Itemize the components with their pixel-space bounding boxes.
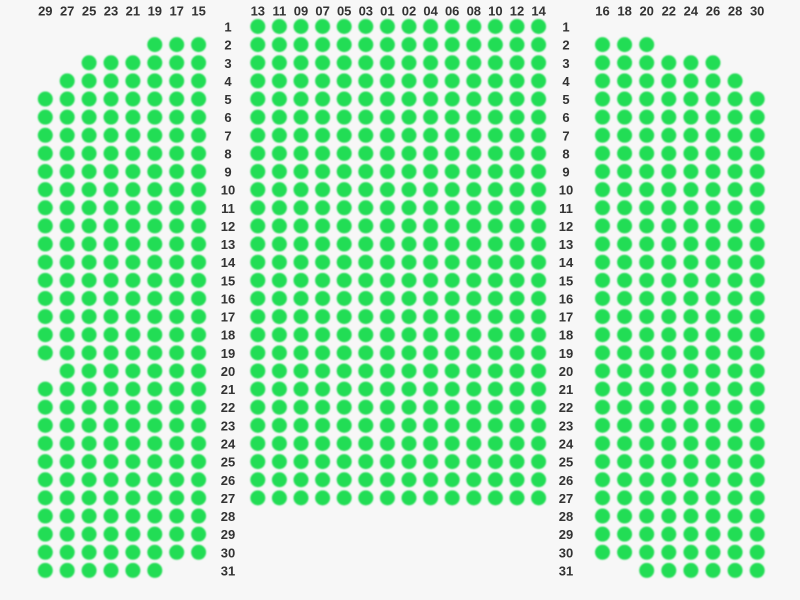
svg-text:15: 15 — [191, 4, 205, 19]
svg-text:28: 28 — [559, 509, 573, 524]
svg-text:24: 24 — [221, 436, 236, 451]
svg-text:11: 11 — [221, 201, 235, 216]
svg-text:14: 14 — [531, 4, 546, 19]
svg-text:12: 12 — [221, 219, 235, 234]
svg-text:04: 04 — [423, 4, 438, 19]
svg-text:20: 20 — [559, 364, 573, 379]
svg-text:17: 17 — [169, 4, 183, 19]
svg-text:2: 2 — [224, 38, 231, 53]
svg-text:23: 23 — [559, 418, 573, 433]
svg-text:6: 6 — [562, 110, 569, 125]
svg-text:29: 29 — [221, 527, 235, 542]
svg-text:06: 06 — [445, 4, 459, 19]
svg-text:17: 17 — [221, 310, 235, 325]
svg-text:13: 13 — [221, 237, 235, 252]
svg-text:10: 10 — [488, 4, 502, 19]
svg-text:16: 16 — [221, 291, 235, 306]
svg-text:13: 13 — [559, 237, 573, 252]
svg-text:02: 02 — [402, 4, 416, 19]
svg-text:24: 24 — [684, 4, 699, 19]
svg-text:29: 29 — [38, 4, 52, 19]
svg-text:22: 22 — [559, 400, 573, 415]
svg-text:2: 2 — [562, 38, 569, 53]
svg-text:23: 23 — [221, 418, 235, 433]
svg-text:28: 28 — [728, 4, 742, 19]
svg-text:01: 01 — [380, 4, 394, 19]
svg-text:30: 30 — [559, 545, 573, 560]
svg-text:5: 5 — [562, 92, 569, 107]
svg-text:21: 21 — [559, 382, 573, 397]
svg-text:13: 13 — [251, 4, 265, 19]
svg-text:17: 17 — [559, 310, 573, 325]
svg-text:31: 31 — [221, 563, 235, 578]
svg-text:8: 8 — [562, 146, 569, 161]
svg-text:10: 10 — [559, 183, 573, 198]
svg-text:3: 3 — [562, 56, 569, 71]
svg-text:16: 16 — [595, 4, 609, 19]
svg-text:14: 14 — [559, 255, 574, 270]
svg-text:9: 9 — [224, 165, 231, 180]
svg-text:8: 8 — [224, 146, 231, 161]
svg-text:07: 07 — [315, 4, 329, 19]
svg-text:25: 25 — [559, 455, 573, 470]
svg-text:1: 1 — [562, 20, 569, 35]
svg-text:12: 12 — [510, 4, 524, 19]
svg-text:27: 27 — [559, 491, 573, 506]
svg-text:22: 22 — [221, 400, 235, 415]
svg-text:21: 21 — [126, 4, 140, 19]
svg-text:25: 25 — [82, 4, 96, 19]
svg-text:26: 26 — [706, 4, 720, 19]
svg-text:29: 29 — [559, 527, 573, 542]
svg-text:18: 18 — [559, 328, 573, 343]
svg-text:16: 16 — [559, 291, 573, 306]
svg-text:7: 7 — [224, 128, 231, 143]
svg-text:1: 1 — [224, 20, 231, 35]
svg-text:31: 31 — [559, 563, 573, 578]
svg-text:27: 27 — [60, 4, 74, 19]
svg-text:05: 05 — [337, 4, 351, 19]
svg-text:20: 20 — [221, 364, 235, 379]
svg-text:03: 03 — [359, 4, 373, 19]
svg-text:4: 4 — [224, 74, 232, 89]
svg-text:6: 6 — [224, 110, 231, 125]
svg-text:19: 19 — [148, 4, 162, 19]
svg-text:19: 19 — [559, 346, 573, 361]
svg-text:23: 23 — [104, 4, 118, 19]
svg-text:18: 18 — [221, 328, 235, 343]
svg-text:22: 22 — [662, 4, 676, 19]
svg-text:9: 9 — [562, 165, 569, 180]
svg-text:18: 18 — [617, 4, 631, 19]
svg-text:08: 08 — [467, 4, 481, 19]
svg-text:12: 12 — [559, 219, 573, 234]
svg-text:24: 24 — [559, 436, 574, 451]
svg-text:30: 30 — [750, 4, 764, 19]
svg-text:11: 11 — [273, 4, 287, 19]
svg-text:25: 25 — [221, 455, 235, 470]
svg-text:27: 27 — [221, 491, 235, 506]
svg-text:15: 15 — [559, 273, 573, 288]
svg-text:09: 09 — [294, 4, 308, 19]
svg-text:10: 10 — [221, 183, 235, 198]
svg-text:20: 20 — [639, 4, 653, 19]
svg-text:28: 28 — [221, 509, 235, 524]
svg-text:30: 30 — [221, 545, 235, 560]
svg-text:5: 5 — [224, 92, 231, 107]
svg-text:19: 19 — [221, 346, 235, 361]
svg-text:26: 26 — [221, 473, 235, 488]
svg-text:21: 21 — [221, 382, 235, 397]
svg-text:26: 26 — [559, 473, 573, 488]
svg-text:14: 14 — [221, 255, 236, 270]
svg-text:3: 3 — [224, 56, 231, 71]
svg-text:11: 11 — [559, 201, 573, 216]
svg-text:7: 7 — [562, 128, 569, 143]
svg-text:4: 4 — [562, 74, 570, 89]
svg-text:15: 15 — [221, 273, 235, 288]
